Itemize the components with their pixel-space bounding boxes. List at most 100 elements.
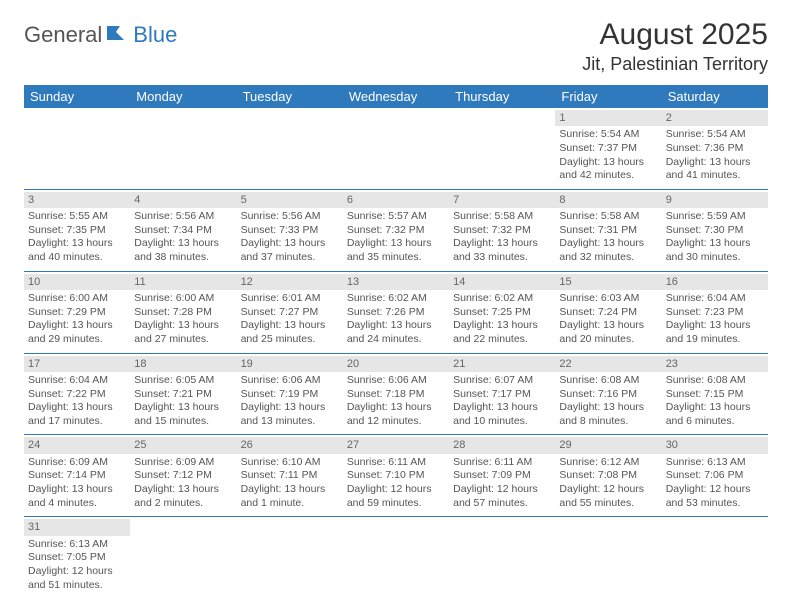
logo-text-general: General — [24, 22, 102, 48]
calendar-cell — [449, 108, 555, 189]
calendar-cell: 26Sunrise: 6:10 AMSunset: 7:11 PMDayligh… — [237, 435, 343, 517]
calendar-cell: 12Sunrise: 6:01 AMSunset: 7:27 PMDayligh… — [237, 271, 343, 353]
calendar-cell: 23Sunrise: 6:08 AMSunset: 7:15 PMDayligh… — [662, 353, 768, 435]
day-header: Saturday — [662, 85, 768, 108]
day-header: Friday — [555, 85, 661, 108]
calendar-cell: 27Sunrise: 6:11 AMSunset: 7:10 PMDayligh… — [343, 435, 449, 517]
sunrise-text: Sunrise: 6:00 AM — [134, 292, 232, 306]
title-block: August 2025 Jit, Palestinian Territory — [582, 18, 768, 75]
calendar-row: 17Sunrise: 6:04 AMSunset: 7:22 PMDayligh… — [24, 353, 768, 435]
day-number: 14 — [449, 274, 555, 290]
daylight-text: Daylight: 12 hours and 59 minutes. — [347, 483, 445, 510]
flag-icon — [106, 23, 130, 48]
calendar-cell: 21Sunrise: 6:07 AMSunset: 7:17 PMDayligh… — [449, 353, 555, 435]
day-number: 18 — [130, 356, 236, 372]
sunset-text: Sunset: 7:32 PM — [347, 224, 445, 238]
calendar-cell: 17 Sunrise: 6:04 AMSunset: 7:22 PMDayligh… — [24, 353, 130, 435]
sunset-text: Sunset: 7:29 PM — [28, 306, 126, 320]
daylight-text: Daylight: 13 hours and 2 minutes. — [134, 483, 232, 510]
sunrise-text: Sunrise: 5:54 AM — [559, 128, 657, 142]
calendar-cell: 14Sunrise: 6:02 AMSunset: 7:25 PMDayligh… — [449, 271, 555, 353]
sunrise-text: Sunrise: 5:56 AM — [241, 210, 339, 224]
calendar-cell: 10Sunrise: 6:00 AMSunset: 7:29 PMDayligh… — [24, 271, 130, 353]
sunrise-text: Sunrise: 6:04 AM — [28, 374, 126, 388]
sunrise-text: Sunrise: 6:02 AM — [347, 292, 445, 306]
sunset-text: Sunset: 7:05 PM — [28, 551, 126, 565]
logo: General Blue — [24, 22, 177, 48]
sunrise-text: Sunrise: 6:06 AM — [347, 374, 445, 388]
sunrise-text: Sunrise: 6:07 AM — [453, 374, 551, 388]
daylight-text: Daylight: 13 hours and 41 minutes. — [666, 156, 764, 183]
calendar-cell — [343, 108, 449, 189]
calendar-cell: 7Sunrise: 5:58 AMSunset: 7:32 PMDaylight… — [449, 189, 555, 271]
day-header: Thursday — [449, 85, 555, 108]
calendar-cell: 3Sunrise: 5:55 AMSunset: 7:35 PMDaylight… — [24, 189, 130, 271]
sunrise-text: Sunrise: 6:04 AM — [666, 292, 764, 306]
sunset-text: Sunset: 7:32 PM — [453, 224, 551, 238]
day-number: 19 — [237, 356, 343, 372]
daylight-text: Daylight: 13 hours and 12 minutes. — [347, 401, 445, 428]
sunset-text: Sunset: 7:11 PM — [241, 469, 339, 483]
day-number: 5 — [237, 192, 343, 208]
calendar-row: 3Sunrise: 5:55 AMSunset: 7:35 PMDaylight… — [24, 189, 768, 271]
sunrise-text: Sunrise: 6:10 AM — [241, 456, 339, 470]
day-header-row: SundayMondayTuesdayWednesdayThursdayFrid… — [24, 85, 768, 108]
calendar-cell: 9Sunrise: 5:59 AMSunset: 7:30 PMDaylight… — [662, 189, 768, 271]
header: General Blue August 2025 Jit, Palestinia… — [24, 18, 768, 75]
day-number: 11 — [130, 274, 236, 290]
sunset-text: Sunset: 7:31 PM — [559, 224, 657, 238]
calendar-cell — [237, 517, 343, 598]
calendar-cell — [555, 517, 661, 598]
sunrise-text: Sunrise: 5:59 AM — [666, 210, 764, 224]
sunrise-text: Sunrise: 5:56 AM — [134, 210, 232, 224]
calendar-cell — [130, 108, 236, 189]
sunset-text: Sunset: 7:19 PM — [241, 388, 339, 402]
daylight-text: Daylight: 13 hours and 30 minutes. — [666, 237, 764, 264]
calendar-body: 1Sunrise: 5:54 AMSunset: 7:37 PMDaylight… — [24, 108, 768, 598]
daylight-text: Daylight: 12 hours and 57 minutes. — [453, 483, 551, 510]
day-number: 13 — [343, 274, 449, 290]
daylight-text: Daylight: 13 hours and 33 minutes. — [453, 237, 551, 264]
daylight-text: Daylight: 13 hours and 40 minutes. — [28, 237, 126, 264]
day-number: 21 — [449, 356, 555, 372]
daylight-text: Daylight: 13 hours and 17 minutes. — [28, 401, 126, 428]
daylight-text: Daylight: 12 hours and 51 minutes. — [28, 565, 126, 592]
day-number: 4 — [130, 192, 236, 208]
sunrise-text: Sunrise: 6:06 AM — [241, 374, 339, 388]
daylight-text: Daylight: 12 hours and 53 minutes. — [666, 483, 764, 510]
calendar-cell: 6Sunrise: 5:57 AMSunset: 7:32 PMDaylight… — [343, 189, 449, 271]
sunrise-text: Sunrise: 6:09 AM — [134, 456, 232, 470]
calendar-cell: 18Sunrise: 6:05 AMSunset: 7:21 PMDayligh… — [130, 353, 236, 435]
sunset-text: Sunset: 7:10 PM — [347, 469, 445, 483]
day-number: 2 — [662, 110, 768, 126]
sunset-text: Sunset: 7:22 PM — [28, 388, 126, 402]
sunrise-text: Sunrise: 5:58 AM — [453, 210, 551, 224]
calendar-row: 1Sunrise: 5:54 AMSunset: 7:37 PMDaylight… — [24, 108, 768, 189]
calendar-cell: 5 Sunrise: 5:56 AMSunset: 7:33 PMDaylight… — [237, 189, 343, 271]
sunrise-text: Sunrise: 5:57 AM — [347, 210, 445, 224]
calendar-cell: 4Sunrise: 5:56 AMSunset: 7:34 PMDaylight… — [130, 189, 236, 271]
sunset-text: Sunset: 7:33 PM — [241, 224, 339, 238]
calendar-cell: 13Sunrise: 6:02 AMSunset: 7:26 PMDayligh… — [343, 271, 449, 353]
location: Jit, Palestinian Territory — [582, 54, 768, 75]
calendar-cell: 28Sunrise: 6:11 AMSunset: 7:09 PMDayligh… — [449, 435, 555, 517]
daylight-text: Daylight: 13 hours and 35 minutes. — [347, 237, 445, 264]
calendar-cell — [662, 517, 768, 598]
calendar-cell: 2Sunrise: 5:54 AMSunset: 7:36 PMDaylight… — [662, 108, 768, 189]
daylight-text: Daylight: 13 hours and 37 minutes. — [241, 237, 339, 264]
sunset-text: Sunset: 7:06 PM — [666, 469, 764, 483]
sunset-text: Sunset: 7:27 PM — [241, 306, 339, 320]
calendar-cell: 11Sunrise: 6:00 AMSunset: 7:28 PMDayligh… — [130, 271, 236, 353]
calendar-cell — [343, 517, 449, 598]
sunset-text: Sunset: 7:18 PM — [347, 388, 445, 402]
day-number: 3 — [24, 192, 130, 208]
sunrise-text: Sunrise: 6:03 AM — [559, 292, 657, 306]
sunset-text: Sunset: 7:14 PM — [28, 469, 126, 483]
daylight-text: Daylight: 12 hours and 55 minutes. — [559, 483, 657, 510]
sunset-text: Sunset: 7:24 PM — [559, 306, 657, 320]
sunset-text: Sunset: 7:35 PM — [28, 224, 126, 238]
daylight-text: Daylight: 13 hours and 10 minutes. — [453, 401, 551, 428]
day-number: 17 — [24, 356, 130, 372]
daylight-text: Daylight: 13 hours and 42 minutes. — [559, 156, 657, 183]
sunrise-text: Sunrise: 6:02 AM — [453, 292, 551, 306]
